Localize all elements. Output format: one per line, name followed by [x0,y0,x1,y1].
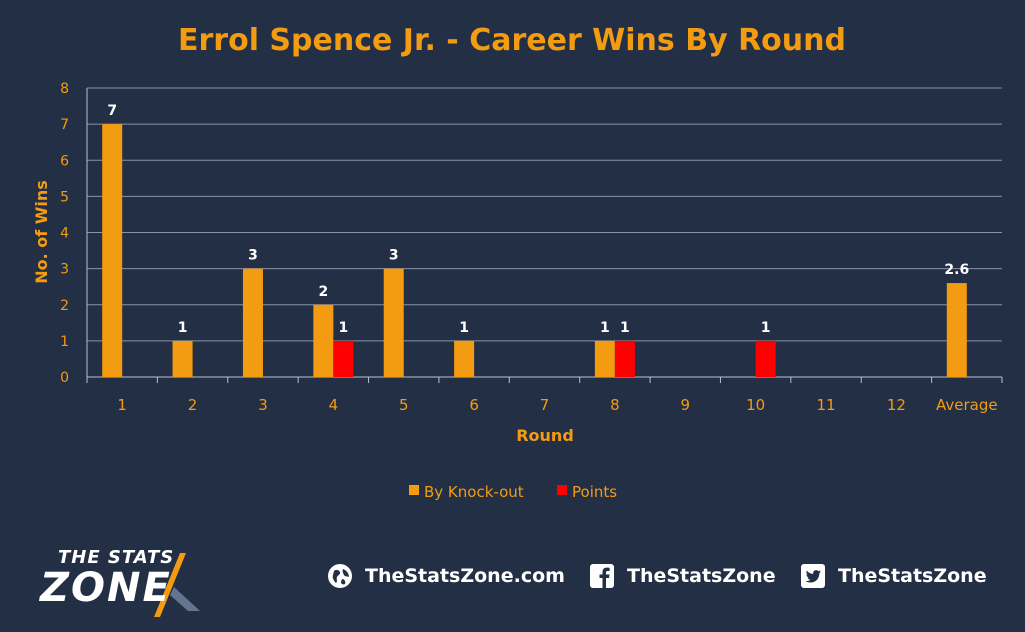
bar-knockout [313,304,334,377]
x-tick-label: 2 [188,396,198,414]
twitter-text: TheStatsZone [838,565,987,587]
bar-points [333,340,354,377]
website-text: TheStatsZone.com [365,565,565,587]
footer: THE STATS ZONE TheStatsZone.com TheStats… [0,535,1025,625]
y-tick-label: 2 [60,298,69,314]
legend: By Knock-out Points [409,483,617,501]
globe-icon [328,564,352,588]
data-label: 1 [620,320,630,336]
twitter-link[interactable]: TheStatsZone [800,563,987,589]
x-tick-label: 3 [258,396,268,414]
data-label: 7 [107,103,117,119]
y-tick-labels: 0 1 2 3 4 5 6 7 8 [60,81,69,386]
x-tick-label: 9 [680,396,690,414]
y-tick-label: 0 [60,370,69,386]
legend-swatch-points [557,485,567,495]
x-tick-label: 11 [816,396,835,414]
data-label: 3 [389,248,399,264]
data-label: 1 [761,320,771,336]
data-label: 2.6 [944,262,969,278]
x-tick-label: 6 [469,396,479,414]
bar-knockout [383,268,404,377]
grid [86,87,1003,383]
y-tick-label: 4 [60,226,69,242]
data-label: 3 [248,248,258,264]
bar-points [755,340,776,377]
legend-label-knockout: By Knock-out [424,483,524,501]
x-tick-label: 10 [746,396,765,414]
data-label: 1 [178,320,188,336]
y-tick-label: 7 [60,117,69,133]
facebook-link[interactable]: TheStatsZone [589,563,776,589]
bar-knockout [454,340,475,377]
logo-mark-icon [154,553,200,617]
x-tick-labels: 1 2 3 4 5 6 7 8 9 10 11 12 Average [117,396,997,414]
logo-text-bottom: ZONE [40,565,172,611]
y-tick-label: 8 [60,81,69,97]
website-link[interactable]: TheStatsZone.com [327,563,565,589]
facebook-icon [590,564,614,588]
y-tick-label: 3 [60,262,69,278]
bar-knockout [172,340,193,377]
chart: Errol Spence Jr. - Career Wins By Round … [32,23,1003,501]
y-axis-label: No. of Wins [32,180,51,284]
twitter-icon [801,564,825,588]
x-tick-label: 4 [329,396,339,414]
bar-knockout [594,340,615,377]
x-tick-label: Average [936,396,998,414]
x-axis-label: Round [516,426,574,445]
bar-knockout [242,268,263,377]
facebook-text: TheStatsZone [627,565,776,587]
x-tick-label: 5 [399,396,409,414]
data-label: 1 [338,320,348,336]
x-tick-label: 12 [887,396,906,414]
stats-zone-logo: THE STATS ZONE [40,547,220,617]
bars [102,124,967,377]
chart-title: Errol Spence Jr. - Career Wins By Round [178,23,846,58]
legend-label-points: Points [572,483,617,501]
y-tick-label: 1 [60,334,69,350]
x-tick-label: 7 [540,396,550,414]
bar-points [614,340,635,377]
logo-text-top: THE STATS [58,547,175,568]
bar-knockout [102,124,123,377]
y-tick-label: 5 [60,189,69,205]
y-tick-label: 6 [60,153,69,169]
legend-swatch-knockout [409,485,419,495]
x-tick-label: 1 [117,396,127,414]
x-tick-label: 8 [610,396,620,414]
data-label: 1 [459,320,469,336]
data-label: 2 [318,284,328,300]
data-label: 1 [600,320,610,336]
bar-knockout [946,283,967,377]
